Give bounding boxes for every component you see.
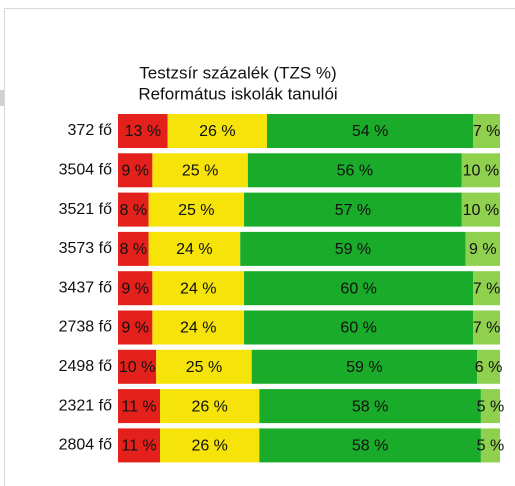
y-tick-label: 3437 fő	[59, 279, 112, 296]
bar-segment	[461, 153, 500, 188]
chart-subtitle: Református iskolák tanulói	[138, 84, 337, 103]
bar-segment	[148, 231, 241, 266]
bar-segment	[118, 428, 161, 463]
value-label: 26 %	[191, 398, 227, 415]
value-label: 24 %	[180, 320, 216, 337]
value-label: 60 %	[340, 320, 376, 337]
value-label: 10 %	[463, 202, 499, 219]
bar-segment	[473, 310, 500, 345]
value-label: 7 %	[473, 320, 501, 337]
value-label: 13 %	[125, 123, 161, 140]
bar-segment	[465, 231, 500, 266]
value-label: 8 %	[119, 241, 147, 258]
value-label: 56 %	[337, 163, 373, 180]
y-tick-label: 2804 fő	[59, 437, 112, 454]
value-label: 9 %	[121, 163, 149, 180]
value-label: 24 %	[180, 280, 216, 297]
bar-segment	[160, 389, 260, 424]
value-label: 58 %	[352, 438, 388, 455]
bar-segment	[259, 389, 481, 424]
value-label: 7 %	[473, 123, 501, 140]
bar-segment	[266, 114, 474, 148]
value-label: 7 %	[473, 280, 501, 297]
value-label: 59 %	[346, 359, 382, 376]
bar-segment	[473, 271, 500, 306]
value-label: 25 %	[186, 359, 222, 376]
value-label: 54 %	[352, 123, 388, 140]
bar-segment	[118, 231, 149, 266]
bar-segment	[240, 231, 466, 266]
y-tick-label: 2321 fő	[59, 397, 112, 414]
value-label: 11 %	[121, 438, 156, 455]
bar-segment	[118, 153, 153, 188]
chart-frame	[4, 8, 515, 486]
bar-segment	[480, 428, 500, 463]
value-label: 10 %	[463, 163, 499, 180]
bar-segment	[118, 310, 153, 345]
value-label: 57 %	[335, 202, 371, 219]
bar-segment	[160, 428, 260, 463]
y-tick-label: 2738 fő	[59, 319, 112, 336]
value-label: 9 %	[469, 241, 497, 258]
bar-segment	[251, 349, 478, 384]
value-label: 9 %	[121, 320, 149, 337]
value-label: 9 %	[121, 280, 149, 297]
y-tick-label: 2498 fő	[59, 358, 112, 375]
y-tick-label: 3573 fő	[59, 240, 112, 257]
value-label: 58 %	[352, 398, 388, 415]
y-tick-label: 3521 fő	[59, 201, 112, 218]
bar-segment	[244, 271, 474, 306]
value-label: 24 %	[176, 241, 212, 258]
bar-segment	[118, 389, 161, 424]
bar-segment	[477, 349, 500, 384]
bar-segment	[461, 192, 500, 227]
value-label: 25 %	[178, 202, 214, 219]
bar-segment	[118, 192, 149, 227]
y-tick-label: 3504 fő	[59, 162, 112, 179]
bar-segment	[118, 114, 168, 148]
value-label: 60 %	[340, 280, 376, 297]
value-label: 10 %	[119, 359, 155, 376]
bar-segment	[156, 349, 252, 384]
bar-segment	[244, 310, 474, 345]
value-label: 5 %	[477, 438, 505, 455]
bar-segment	[473, 114, 500, 148]
bar-segment	[152, 153, 248, 188]
bar-segment	[118, 271, 153, 306]
side-tab	[0, 90, 4, 106]
bar-segment	[152, 271, 245, 306]
bar-segment	[480, 389, 500, 424]
value-label: 11 %	[121, 398, 156, 415]
value-label: 25 %	[182, 163, 218, 180]
bar-segment	[118, 349, 157, 384]
value-label: 5 %	[477, 398, 505, 415]
value-label: 26 %	[191, 438, 227, 455]
bar-segment	[152, 310, 245, 345]
value-label: 6 %	[475, 359, 503, 376]
bar-segment	[259, 428, 481, 463]
chart-title: Testzsír százalék (TZS %)	[139, 63, 336, 82]
y-tick-label: 372 fő	[68, 122, 113, 139]
value-label: 26 %	[199, 123, 235, 140]
bar-segment	[148, 192, 245, 227]
value-label: 8 %	[119, 202, 147, 219]
bar-segment	[167, 114, 267, 148]
value-label: 59 %	[335, 241, 371, 258]
bar-segment	[244, 192, 462, 227]
bar-segment	[247, 153, 462, 188]
